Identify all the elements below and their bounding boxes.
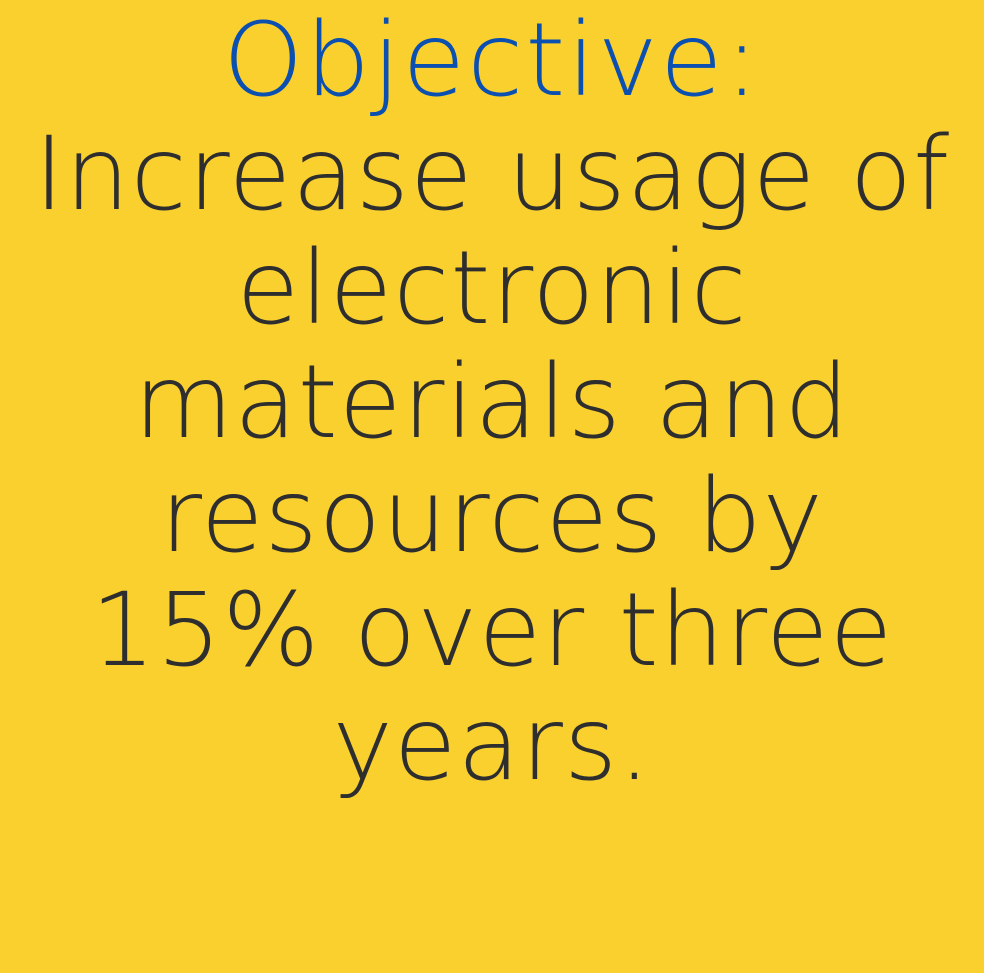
objective-line: 15% over three [90, 571, 894, 690]
objective-text: Increase usage of electronic materials a… [0, 118, 984, 802]
objective-heading: Objective: [222, 1, 762, 120]
objective-line: materials and [133, 343, 851, 462]
objective-line: resources by [160, 457, 824, 576]
objective-line: electronic [236, 229, 748, 348]
objective-line: years. [332, 685, 652, 804]
objective-line: Increase usage of [33, 115, 951, 234]
